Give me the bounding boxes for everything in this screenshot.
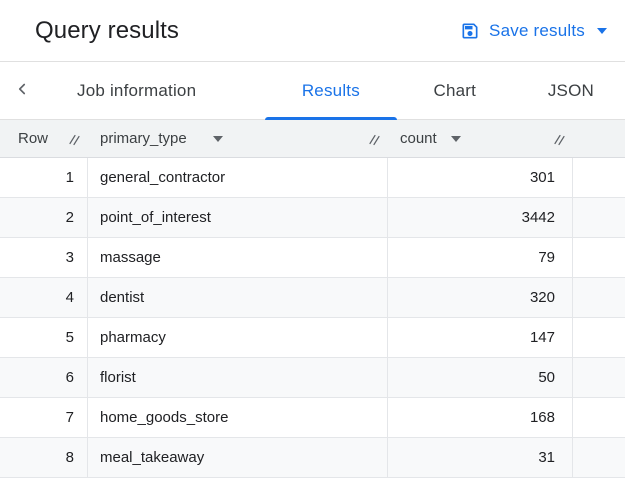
primary-type-cell: general_contractor [88,158,388,197]
column-header-filler [573,120,625,157]
filler-cell [573,318,625,357]
table-header-row: Row primary_type count [0,120,625,158]
filler-cell [573,238,625,277]
page-title: Query results [35,16,180,44]
column-header-primary-type: primary_type [88,120,388,157]
primary-type-cell: pharmacy [88,318,388,357]
row-number-cell: 7 [0,398,88,437]
results-tabbar: Job information Results Chart JSON [0,62,625,120]
column-sort-caret-icon[interactable] [212,135,223,142]
tab-results[interactable]: Results [265,62,397,120]
column-header-count: count [388,120,573,157]
row-number-cell: 1 [0,158,88,197]
row-number-cell: 5 [0,318,88,357]
filler-cell [573,398,625,437]
column-header-count-label: count [400,130,437,147]
save-icon [460,21,480,41]
row-number-cell: 4 [0,278,88,317]
count-cell: 31 [388,438,573,477]
count-cell: 3442 [388,198,573,237]
row-number-cell: 8 [0,438,88,477]
tab-job-information[interactable]: Job information [43,62,230,119]
primary-type-cell: home_goods_store [88,398,388,437]
column-sort-caret-icon[interactable] [450,135,461,142]
table-row: 6 florist 50 [0,358,625,398]
table-row: 4 dentist 320 [0,278,625,318]
column-header-row: Row [0,120,88,157]
primary-type-cell: dentist [88,278,388,317]
chevron-left-icon [13,80,31,101]
table-row: 7 home_goods_store 168 [0,398,625,438]
row-number-cell: 6 [0,358,88,397]
filler-cell [573,198,625,237]
save-results-label: Save results [489,20,585,40]
primary-type-cell: massage [88,238,388,277]
column-header-row-label: Row [18,130,49,147]
save-results-button[interactable]: Save results [460,21,607,41]
tab-json[interactable]: JSON [517,62,625,119]
primary-type-cell: meal_takeaway [88,438,388,477]
table-row: 1 general_contractor 301 [0,158,625,198]
tab-chart[interactable]: Chart [401,62,509,119]
filler-cell [573,278,625,317]
count-cell: 50 [388,358,573,397]
table-row: 2 point_of_interest 3442 [0,198,625,238]
filler-cell [573,158,625,197]
count-cell: 79 [388,238,573,277]
results-table: Row primary_type count [0,120,625,478]
arrow-drop-down-icon [597,27,607,34]
count-cell: 147 [388,318,573,357]
row-number-cell: 3 [0,238,88,277]
column-resize-handle-icon[interactable] [368,132,381,145]
filler-cell [573,438,625,477]
count-cell: 168 [388,398,573,437]
count-cell: 301 [388,158,573,197]
primary-type-cell: point_of_interest [88,198,388,237]
table-body: 1 general_contractor 301 2 point_of_inte… [0,158,625,478]
row-number-cell: 2 [0,198,88,237]
column-header-primary-type-label: primary_type [100,130,187,147]
table-row: 3 massage 79 [0,238,625,278]
column-resize-handle-icon[interactable] [553,132,566,145]
tabs-scroll-back-button[interactable] [0,62,43,119]
column-resize-handle-icon[interactable] [68,132,81,145]
primary-type-cell: florist [88,358,388,397]
query-results-header: Query results Save results [0,0,625,62]
table-row: 8 meal_takeaway 31 [0,438,625,478]
table-row: 5 pharmacy 147 [0,318,625,358]
filler-cell [573,358,625,397]
count-cell: 320 [388,278,573,317]
